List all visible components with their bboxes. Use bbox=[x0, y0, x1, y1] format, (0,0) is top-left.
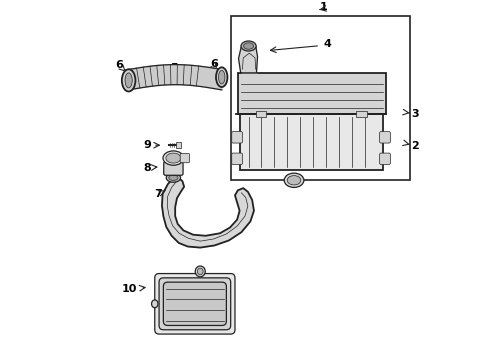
FancyBboxPatch shape bbox=[232, 132, 243, 143]
Ellipse shape bbox=[166, 173, 180, 182]
Bar bbox=[231, 15, 410, 180]
Text: 6: 6 bbox=[115, 60, 123, 70]
FancyBboxPatch shape bbox=[163, 282, 226, 325]
Text: 3: 3 bbox=[411, 109, 419, 119]
Ellipse shape bbox=[287, 176, 301, 185]
Bar bbox=[256, 111, 267, 117]
Ellipse shape bbox=[125, 73, 132, 88]
Ellipse shape bbox=[169, 175, 178, 180]
Ellipse shape bbox=[166, 153, 181, 163]
Text: 2: 2 bbox=[411, 141, 419, 151]
Text: 10: 10 bbox=[122, 284, 137, 294]
FancyBboxPatch shape bbox=[164, 162, 183, 175]
Ellipse shape bbox=[122, 69, 135, 91]
FancyBboxPatch shape bbox=[380, 132, 391, 143]
FancyBboxPatch shape bbox=[238, 73, 387, 114]
FancyBboxPatch shape bbox=[240, 114, 383, 170]
Text: 1: 1 bbox=[320, 2, 328, 12]
Ellipse shape bbox=[241, 41, 256, 51]
FancyBboxPatch shape bbox=[175, 142, 180, 148]
Ellipse shape bbox=[195, 266, 205, 277]
Polygon shape bbox=[239, 42, 258, 73]
Polygon shape bbox=[125, 65, 225, 90]
Text: 9: 9 bbox=[144, 140, 151, 150]
Text: 5: 5 bbox=[171, 63, 178, 73]
Ellipse shape bbox=[219, 70, 225, 84]
FancyBboxPatch shape bbox=[159, 278, 231, 330]
FancyBboxPatch shape bbox=[380, 153, 391, 165]
Ellipse shape bbox=[151, 300, 158, 308]
Text: 6: 6 bbox=[211, 59, 219, 69]
Polygon shape bbox=[162, 177, 254, 248]
FancyBboxPatch shape bbox=[180, 153, 190, 163]
FancyBboxPatch shape bbox=[155, 274, 235, 334]
Text: 4: 4 bbox=[323, 39, 331, 49]
Text: 8: 8 bbox=[144, 163, 151, 173]
Ellipse shape bbox=[163, 151, 184, 165]
Ellipse shape bbox=[284, 173, 304, 188]
Bar bbox=[356, 111, 367, 117]
Ellipse shape bbox=[244, 43, 254, 49]
Ellipse shape bbox=[216, 67, 227, 87]
FancyBboxPatch shape bbox=[232, 153, 243, 165]
Ellipse shape bbox=[197, 268, 203, 275]
Text: 7: 7 bbox=[154, 189, 162, 199]
